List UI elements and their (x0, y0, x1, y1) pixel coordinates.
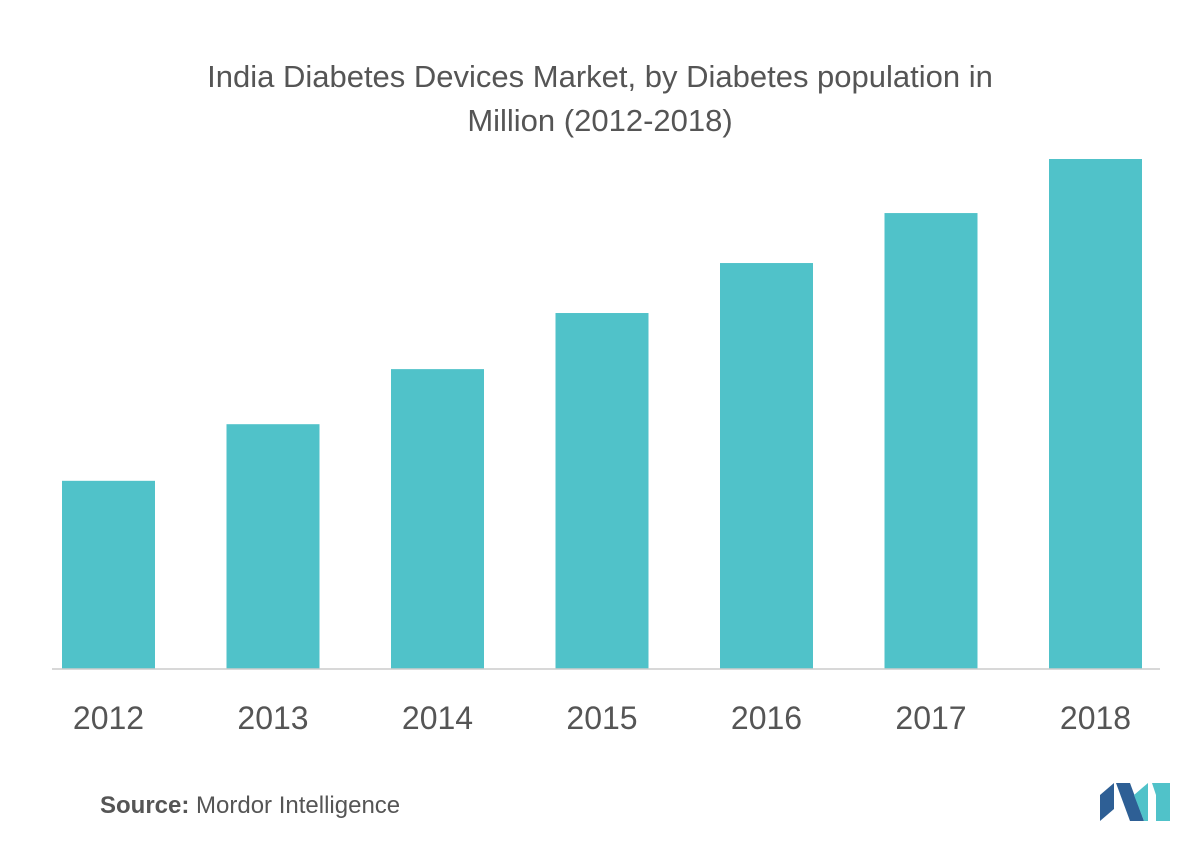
x-tick-label: 2012 (73, 700, 144, 736)
chart-title-line2: Million (2012-2018) (467, 103, 733, 138)
chart-title: India Diabetes Devices Market, by Diabet… (100, 55, 1100, 143)
bar-2015 (555, 313, 649, 669)
bar-2016 (720, 263, 813, 669)
bar-2014 (391, 369, 484, 669)
source-note: Source: Mordor Intelligence (100, 792, 400, 820)
mordor-logo (1100, 783, 1170, 821)
x-tick-label: 2013 (237, 700, 308, 736)
source-label: Source: (100, 792, 190, 819)
bar-2013 (226, 424, 320, 669)
bar-2017 (884, 213, 978, 669)
bar-2018 (1049, 159, 1142, 669)
x-tick-label: 2018 (1060, 700, 1131, 736)
x-tick-label: 2016 (731, 700, 802, 736)
bar-2012 (62, 480, 155, 669)
x-tick-label: 2014 (402, 700, 473, 736)
chart-title-line1: India Diabetes Devices Market, by Diabet… (207, 59, 993, 94)
x-tick-label: 2017 (895, 700, 966, 736)
x-tick-label: 2015 (566, 700, 637, 736)
source-text: Mordor Intelligence (196, 792, 401, 819)
